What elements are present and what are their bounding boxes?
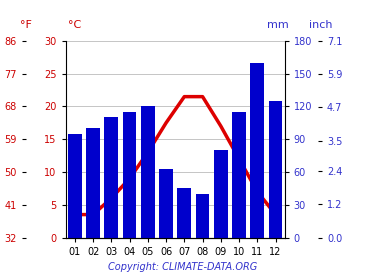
Bar [214,150,228,238]
Bar [269,101,283,238]
Bar [177,188,191,238]
Text: °C: °C [68,20,81,30]
Bar [196,194,210,238]
Text: Copyright: CLIMATE-DATA.ORG: Copyright: CLIMATE-DATA.ORG [108,262,257,272]
Bar [232,112,246,238]
Text: inch: inch [310,20,333,30]
Bar [250,63,264,238]
Bar [123,112,137,238]
Bar [86,128,100,238]
Bar [68,134,82,238]
Text: °F: °F [20,20,31,30]
Text: mm: mm [266,20,288,30]
Bar [159,169,173,238]
Bar [141,106,155,238]
Bar [104,117,118,238]
